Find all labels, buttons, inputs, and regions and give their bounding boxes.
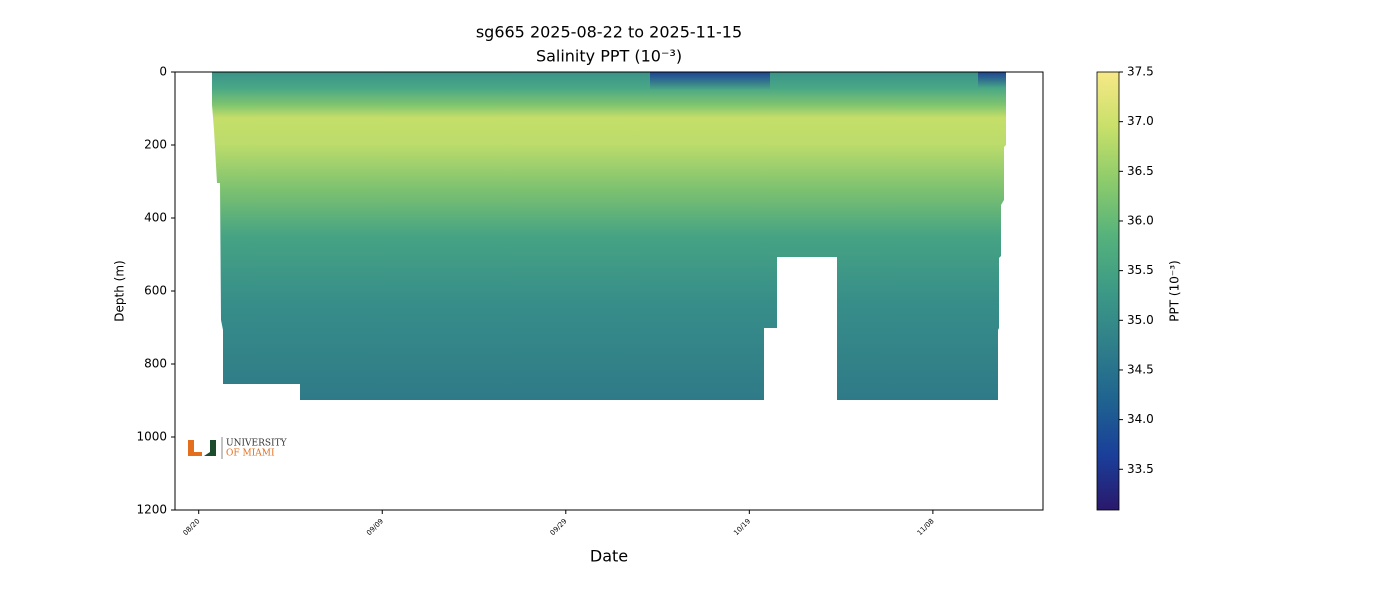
x-tick-label: 10/19	[732, 517, 752, 537]
colorbar-tick-label: 37.0	[1127, 114, 1154, 128]
y-tick-label: 800	[144, 357, 167, 371]
x-tick-label: 08/20	[182, 517, 202, 537]
logo-mark	[188, 440, 202, 456]
colorbar-label: PPT (10⁻³)	[1168, 260, 1182, 321]
logo: UNIVERSITY OF MIAMI	[188, 437, 288, 459]
colorbar-tick-label: 37.5	[1127, 65, 1154, 79]
fresh-patch	[978, 72, 1006, 88]
colorbar-tick-label: 35.0	[1127, 313, 1154, 327]
y-tick-label: 200	[144, 138, 167, 152]
x-axis-label: Date	[590, 547, 628, 566]
colorbar-tick-label: 34.5	[1127, 362, 1154, 376]
y-tick-label: 1200	[136, 503, 167, 517]
y-tick-label: 600	[144, 284, 167, 298]
colorbar-tick-label: 36.0	[1127, 213, 1154, 227]
colorbar-tick-label: 36.5	[1127, 164, 1154, 178]
colorbar-tick-label: 33.5	[1127, 462, 1154, 476]
colorbar-tick-label: 35.5	[1127, 263, 1154, 277]
x-tick-label: 09/29	[549, 517, 569, 537]
y-tick-label: 1000	[136, 430, 167, 444]
section-field	[212, 72, 1006, 400]
logo-text: OF MIAMI	[226, 449, 275, 459]
chart-title: sg665 2025-08-22 to 2025-11-15	[476, 23, 742, 42]
colorbar-tick-label: 34.0	[1127, 412, 1154, 426]
y-tick-label: 0	[159, 65, 167, 79]
x-tick-label: 09/09	[365, 517, 385, 537]
logo-text: UNIVERSITY	[226, 439, 288, 449]
fresh-patch	[650, 72, 770, 90]
logo-mark	[202, 440, 216, 456]
x-tick-label: 11/08	[916, 517, 936, 537]
y-axis-label: Depth (m)	[113, 260, 127, 321]
colorbar	[1096, 71, 1120, 511]
chart-subtitle: Salinity PPT (10⁻³)	[536, 47, 682, 66]
y-tick-label: 400	[144, 211, 167, 225]
